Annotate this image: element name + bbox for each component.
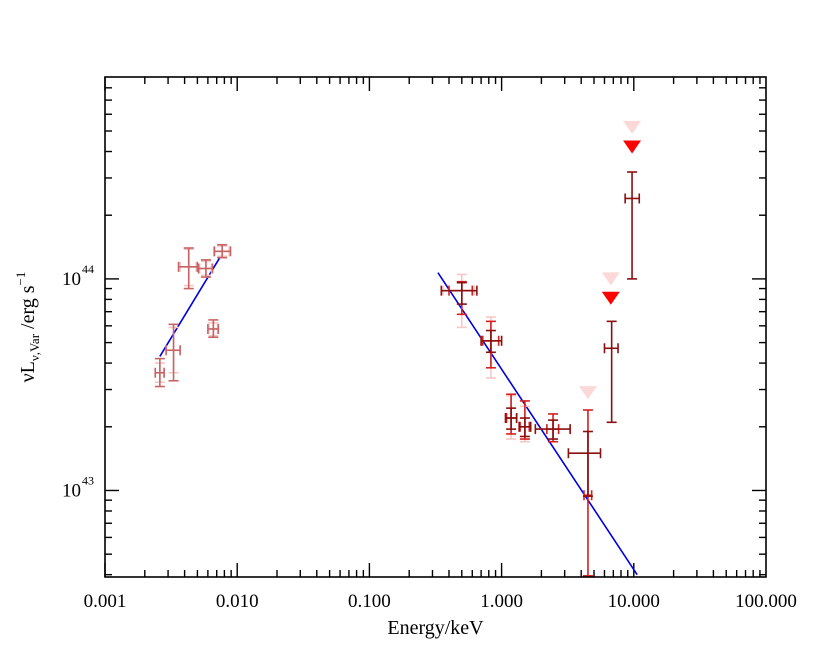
data-point bbox=[197, 259, 214, 278]
x-tick-label: 10.000 bbox=[608, 591, 660, 612]
data-point bbox=[603, 320, 619, 424]
y-tick-label-base: 10 bbox=[62, 269, 81, 290]
data-points bbox=[154, 171, 641, 577]
x-tick-label: 0.001 bbox=[84, 591, 127, 612]
data-point bbox=[207, 319, 220, 339]
data-point bbox=[165, 323, 181, 382]
upper-limit-triangle bbox=[601, 272, 620, 286]
upper-limit-triangle bbox=[601, 291, 620, 305]
data-point bbox=[504, 407, 518, 430]
axis-ticks bbox=[104, 77, 766, 577]
x-tick-label: 1.000 bbox=[480, 591, 523, 612]
fit-line bbox=[159, 255, 222, 357]
data-point bbox=[534, 419, 571, 440]
plot-frame bbox=[104, 76, 767, 578]
x-axis-title: Energy/keV bbox=[387, 617, 484, 639]
x-tick-labels: 0.001 0.010 0.100 1.000 10.000 100.000 bbox=[84, 591, 797, 612]
data-point bbox=[154, 357, 165, 388]
data-point bbox=[480, 329, 503, 354]
y-tick-label-exponent: 43 bbox=[82, 473, 94, 487]
y-tick-label-base: 10 bbox=[62, 480, 81, 501]
data-point bbox=[440, 281, 478, 305]
upper-limit-triangle bbox=[578, 386, 597, 400]
y-axis-title: νLν,Var /erg s−1 bbox=[13, 272, 42, 383]
x-tick-label: 0.100 bbox=[348, 591, 391, 612]
data-point bbox=[567, 430, 602, 497]
fit-lines bbox=[159, 255, 638, 576]
data-point bbox=[177, 247, 199, 290]
y-tick-label-exponent: 44 bbox=[82, 262, 94, 276]
upper-limit-triangle bbox=[623, 120, 642, 134]
upper-limit-triangle bbox=[623, 140, 642, 154]
x-tick-label: 0.010 bbox=[216, 591, 259, 612]
data-point bbox=[624, 171, 641, 280]
fit-line bbox=[437, 272, 638, 576]
data-point bbox=[518, 417, 532, 438]
upper-limit-markers bbox=[578, 120, 642, 400]
x-tick-label: 100.000 bbox=[735, 591, 797, 612]
data-point bbox=[213, 243, 232, 259]
